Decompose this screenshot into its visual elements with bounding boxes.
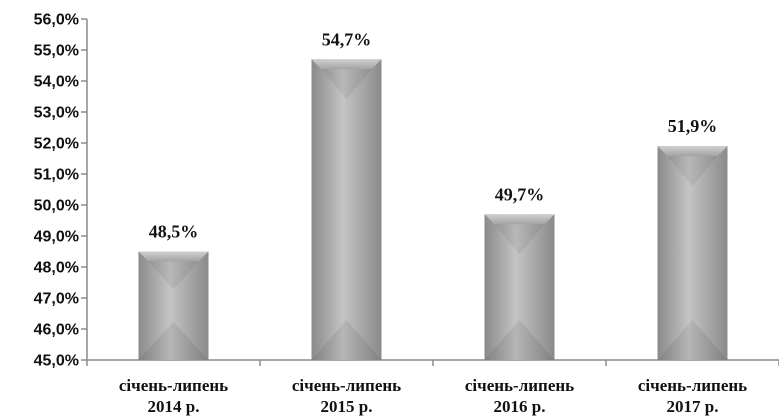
y-tick-label: 53,0% [34,105,79,122]
x-category-label: 2014 р. [148,397,200,416]
x-category-label: 2015 р. [321,397,373,416]
bar-top-bevel [138,251,209,262]
data-label: 48,5% [149,222,199,242]
y-tick-label: 54,0% [34,74,79,91]
y-tick-label: 47,0% [34,291,79,308]
bar-shading [138,322,209,360]
bar-body [484,214,555,360]
y-tick-label: 52,0% [34,136,79,153]
bar-shading [494,224,545,255]
bar-shading [148,261,199,290]
data-labels: 48,5% 54,7% 49,7% 51,9% [149,29,718,241]
y-tick-label: 50,0% [34,198,79,215]
bar-body [311,59,382,361]
y-tick-label: 49,0% [34,229,79,246]
x-category-label: січень-липень [638,376,747,395]
bar [138,251,209,360]
data-label: 49,7% [495,184,545,204]
bar-shading [667,156,718,187]
bar-top-bevel [657,146,728,157]
bar-shading [657,320,728,360]
x-category-label: січень-липень [119,376,228,395]
bar [311,59,382,361]
y-axis: 45,0% 46,0% 47,0% 48,0% 49,0% 50,0% 51,0% 52,0%… [34,12,88,370]
bar-shading [311,320,382,360]
x-category-label: січень-липень [465,376,574,395]
y-tick-label: 45,0% [34,353,79,370]
bars [138,59,728,361]
bar-top-bevel [484,214,555,225]
x-category-label: січень-липень [292,376,401,395]
y-tick-label: 56,0% [34,12,79,29]
y-tick-label: 55,0% [34,43,79,60]
bar [657,146,728,360]
x-category-label: 2017 р. [667,397,719,416]
bar-body [657,146,728,360]
bar-body [138,251,209,360]
y-tick-label: 46,0% [34,322,79,339]
x-axis: січень-липень 2014 р. січень-липень 2015 р.… [86,359,779,416]
bar-shading [321,69,372,100]
data-label: 54,7% [322,29,372,49]
bar-top-bevel [311,59,382,70]
bar-shading [484,320,555,360]
data-label: 51,9% [668,116,718,136]
y-tick-label: 48,0% [34,260,79,277]
x-category-label: 2016 р. [494,397,546,416]
y-tick-label: 51,0% [34,167,79,184]
bar [484,214,555,360]
